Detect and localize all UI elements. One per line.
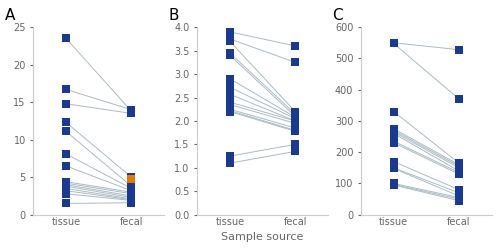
Text: C: C [332, 8, 343, 24]
X-axis label: Sample source: Sample source [222, 232, 304, 242]
Text: B: B [168, 8, 179, 24]
Text: A: A [4, 8, 15, 24]
